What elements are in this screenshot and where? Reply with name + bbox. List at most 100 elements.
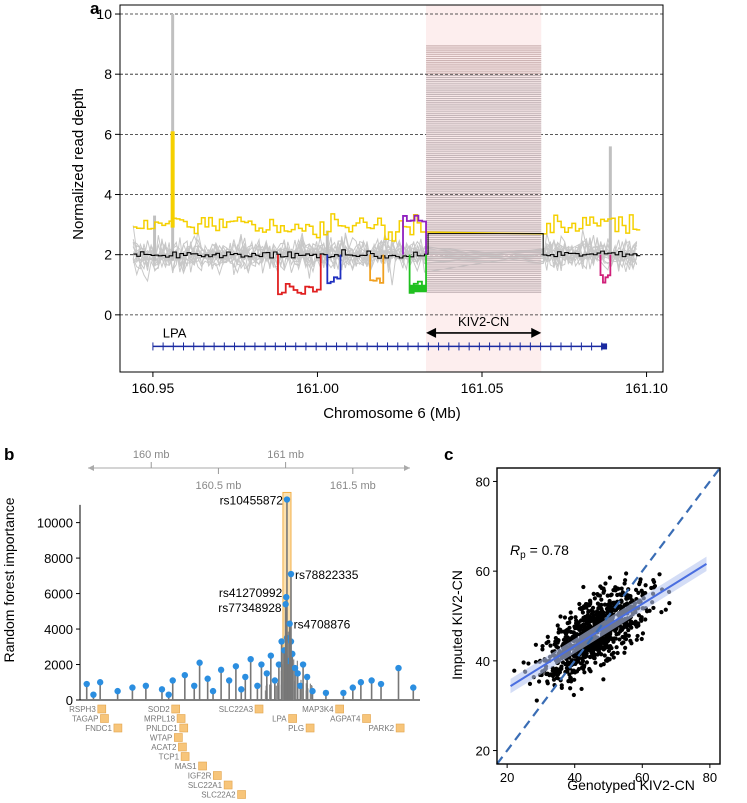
data-point [604,635,609,640]
genomic-ruler-tick-label: 160.5 mb [195,480,241,492]
data-point [607,602,612,607]
genomic-ruler-tick-label: 161 mb [267,449,304,461]
data-point [609,646,614,651]
snp-point [191,682,198,690]
data-point [567,672,572,677]
gene-box [198,761,207,771]
data-point [607,575,612,580]
data-point [583,622,588,627]
gene-box [254,704,264,714]
snp-point [217,666,225,674]
data-point [540,643,545,649]
data-point [623,645,628,650]
snp-point [294,670,301,677]
data-point [548,643,553,648]
data-point [639,588,644,593]
lpa-gene-label: LPA [163,325,187,340]
data-point [580,659,585,664]
data-point [561,629,567,634]
panel-c-x-tick-label: 60 [635,770,649,785]
panel-c: c 20 40 60 80 20 40 60 80 Genotyped KIV2-CN Imp… [444,445,721,793]
data-point [639,636,644,642]
data-point [567,616,573,621]
data-point [544,671,549,677]
snp-point [90,691,97,698]
data-point [639,618,644,623]
data-point [579,686,584,692]
data-point [622,650,627,655]
data-point [545,634,550,639]
kiv2-label: KIV2-CN [458,314,509,329]
data-point [598,640,603,646]
data-point [619,586,624,591]
snp-point [309,687,316,695]
data-point [579,623,584,628]
gene-box [100,714,109,723]
panel-c-y-tick-label: 80 [476,474,490,489]
identity-line [496,467,721,765]
gene-box [113,723,123,733]
genomic-ruler-right-arrow [404,465,410,471]
data-point [571,692,576,698]
data-point [609,592,614,597]
cnv-segment-magenta-deletion [599,254,612,284]
snp-point [114,687,121,695]
panel-a-y-axis-label: Normalized read depth [70,88,87,240]
panel-a-x-tick-label: 160.95 [131,380,174,396]
snp-label: rs4708876 [294,618,351,632]
data-point [633,587,639,592]
panel-c-label: c [444,445,453,464]
gene-label: ACAT2 [151,743,177,752]
gene-label: SLC22A2 [201,791,236,800]
gene-box [335,704,344,714]
gene-box [180,752,190,761]
gene-box [305,723,315,733]
panel-b-y-tick-label: 0 [66,693,73,708]
data-point [568,686,573,691]
data-point [568,675,573,681]
correlation-annotation: Rp = 0.78 [510,542,569,561]
gene-box [179,723,189,733]
data-point [574,669,580,674]
data-point [550,668,555,673]
data-point [576,626,581,631]
snp-point [169,677,176,684]
data-point [592,656,597,661]
data-point [589,608,594,613]
data-point [601,677,606,682]
panel-b-y-tick-label: 2000 [44,658,73,673]
panel-c-y-axis-label: Imputed KIV2-CN [449,570,465,680]
data-point [555,623,560,628]
data-point [587,616,592,622]
data-point [624,596,629,601]
data-point [588,601,593,607]
cnv-segment-red-deletion [277,254,322,296]
data-point [574,659,579,665]
data-point [605,593,610,598]
snp-label: rs78822335 [295,568,359,582]
panel-c-plot-area: 20 40 60 80 20 40 60 80 [476,467,721,785]
data-point [571,630,576,635]
cnv-segment-orange-deletion [369,254,385,284]
gene-label: PNLDC1 [146,724,178,733]
data-point [622,602,627,607]
data-point [652,583,658,589]
kiv2-region-shade [426,5,542,372]
panel-c-y-tick-label: 20 [476,744,490,759]
kiv2-arrow-left-head [426,327,437,338]
snp-point [287,570,295,578]
data-point [601,637,606,642]
panel-a-y-tick-label: 8 [104,66,112,82]
data-point [568,610,573,615]
data-point [582,670,587,675]
snp-point [96,679,104,686]
data-point [602,602,608,607]
snp-point [395,664,402,672]
data-point [609,652,614,657]
data-point [545,681,550,686]
data-point [584,619,589,624]
gene-label: MRPL18 [144,715,176,724]
snp-point [225,677,233,684]
data-point [556,638,561,643]
